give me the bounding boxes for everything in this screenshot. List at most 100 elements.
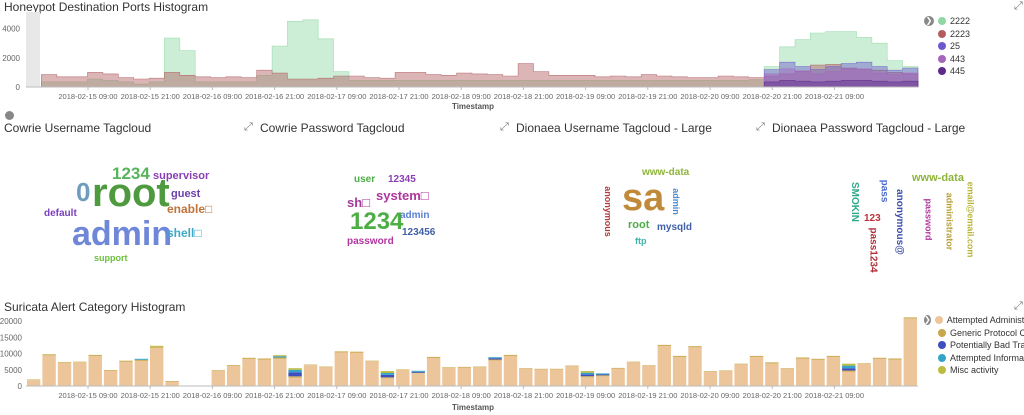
- tag-word[interactable]: 123456: [402, 227, 436, 238]
- bar-segment: [426, 357, 441, 386]
- tag-word[interactable]: 0: [76, 177, 91, 207]
- legend-item-misc-activity[interactable]: Misc activity: [950, 365, 999, 376]
- bar-segment: [626, 362, 641, 386]
- bar-segment: [872, 357, 887, 359]
- bar-segment: [488, 358, 502, 360]
- tag-word[interactable]: support: [94, 253, 128, 263]
- tag-word[interactable]: pass: [878, 179, 890, 203]
- tag-word[interactable]: supervisor: [153, 170, 210, 182]
- tag-word[interactable]: default: [44, 208, 77, 219]
- tag-word[interactable]: ftp: [635, 236, 647, 246]
- legend-toggle-icon[interactable]: ❯: [924, 315, 931, 326]
- bar-segment: [903, 318, 917, 386]
- x-tick-label: 2018-02-18 21:00: [494, 92, 553, 101]
- suricata-legend-toggle-row[interactable]: ❯ Attempted Administr...: [924, 314, 1024, 327]
- bar-segment: [534, 368, 548, 370]
- bar-segment: [596, 373, 610, 375]
- bar-segment: [734, 363, 748, 365]
- tag-word[interactable]: system□: [376, 188, 429, 203]
- cowrie-user-panel-title: Cowrie Username Tagcloud: [4, 121, 152, 135]
- bar-segment: [749, 355, 764, 357]
- legend-item-2222[interactable]: 2222: [950, 16, 971, 27]
- tag-word[interactable]: pass1234: [867, 227, 879, 273]
- tag-word[interactable]: root: [92, 171, 170, 215]
- tag-word[interactable]: www-data: [912, 172, 964, 184]
- x-tick-label: 2018-02-19 21:00: [618, 92, 677, 101]
- legend-swatch-2223: [938, 29, 946, 38]
- bar-segment: [503, 355, 518, 386]
- bar-segment: [549, 368, 564, 370]
- bar-segment: [396, 369, 410, 371]
- legend-item-445[interactable]: 445: [950, 66, 966, 77]
- bar-segment: [226, 365, 241, 386]
- dionaea-user-expand-icon[interactable]: ⤢: [756, 121, 765, 133]
- tag-word[interactable]: password: [923, 198, 934, 241]
- tag-word[interactable]: mysqld: [657, 222, 693, 233]
- tag-word[interactable]: anonymous@: [893, 189, 905, 255]
- legend-swatch-potentially-bad: [938, 341, 946, 350]
- legend-item-generic-protocol[interactable]: Generic Protocol Co...: [950, 327, 1024, 338]
- ports-expand-icon[interactable]: ⤢: [1014, 0, 1023, 12]
- tag-word[interactable]: user: [354, 174, 376, 185]
- dionaea-pass-panel-title: Dionaea Password Tagcloud - Large: [772, 121, 966, 135]
- tag-word[interactable]: administrator: [944, 192, 955, 251]
- ports-legend-toggle-row[interactable]: ❯ 2222: [924, 15, 1020, 28]
- bar-segment: [273, 357, 287, 359]
- bar-segment: [534, 369, 548, 386]
- x-tick-label: 2018-02-20 21:00: [743, 391, 802, 400]
- bar-segment: [611, 368, 625, 386]
- collapse-icon[interactable]: [5, 111, 14, 120]
- legend-item-attempted-admin[interactable]: Attempted Administr...: [946, 315, 1024, 326]
- tag-word[interactable]: 1234: [350, 208, 404, 235]
- bar-segment: [380, 378, 395, 386]
- tag-word[interactable]: 12345: [388, 174, 416, 185]
- legend-item-2223[interactable]: 2223: [950, 28, 971, 39]
- bar-segment: [565, 365, 579, 367]
- tag-word[interactable]: sa: [622, 177, 665, 219]
- x-tick-label: 2018-02-18 21:00: [494, 391, 553, 400]
- bar-segment: [273, 358, 287, 386]
- tag-word[interactable]: guest: [171, 188, 201, 200]
- bar-segment: [811, 358, 825, 360]
- legend-item-potentially-bad[interactable]: Potentially Bad Traffic: [950, 340, 1024, 351]
- tag-word[interactable]: password: [347, 236, 394, 247]
- tag-word[interactable]: anonymous: [602, 186, 613, 237]
- legend-item-443[interactable]: 443: [950, 53, 966, 64]
- tag-word[interactable]: 1234: [112, 164, 150, 183]
- bar-segment: [826, 355, 841, 357]
- tag-word[interactable]: email@email.com: [965, 181, 976, 258]
- bar-segment: [765, 362, 779, 364]
- bar-segment: [611, 367, 625, 369]
- tag-word[interactable]: SMOKIN: [849, 182, 860, 222]
- bar-segment: [350, 351, 364, 353]
- bar-segment: [672, 355, 687, 357]
- bar-segment: [273, 356, 287, 358]
- x-tick-label: 2018-02-21 09:00: [805, 391, 864, 400]
- bar-segment: [811, 359, 825, 386]
- bar-segment: [57, 362, 72, 386]
- cowrie-pass-expand-icon[interactable]: ⤢: [500, 121, 509, 133]
- tag-word[interactable]: root: [628, 219, 650, 231]
- bar-segment: [519, 368, 533, 369]
- dionaea-username-tagcloud: sa www-data anonymous admin root mysqld …: [512, 135, 768, 295]
- tag-word[interactable]: admin: [400, 210, 430, 221]
- tag-word[interactable]: 123: [864, 213, 881, 224]
- bar-segment: [334, 351, 348, 353]
- tag-word[interactable]: admin: [670, 188, 681, 215]
- y-tick-label: 20000: [0, 317, 23, 326]
- legend-swatch-misc-activity: [938, 366, 946, 375]
- suricata-expand-icon[interactable]: ⤢: [1014, 300, 1023, 312]
- bar-segment: [842, 365, 856, 369]
- tag-word[interactable]: sh□: [347, 195, 371, 210]
- tag-word[interactable]: shell□: [167, 226, 202, 240]
- bar-segment: [657, 344, 671, 346]
- legend-toggle-icon[interactable]: ❯: [924, 16, 934, 27]
- tag-word[interactable]: admin: [72, 215, 173, 253]
- tag-word[interactable]: enable□: [167, 202, 213, 216]
- legend-item-attempted-info[interactable]: Attempted Informati...: [950, 352, 1024, 363]
- bar-segment: [826, 356, 841, 386]
- legend-item-25[interactable]: 25: [950, 41, 961, 52]
- tag-word[interactable]: www-data: [642, 167, 690, 178]
- x-tick-label: 2018-02-16 09:00: [183, 92, 242, 101]
- cowrie-user-expand-icon[interactable]: ⤢: [244, 121, 253, 133]
